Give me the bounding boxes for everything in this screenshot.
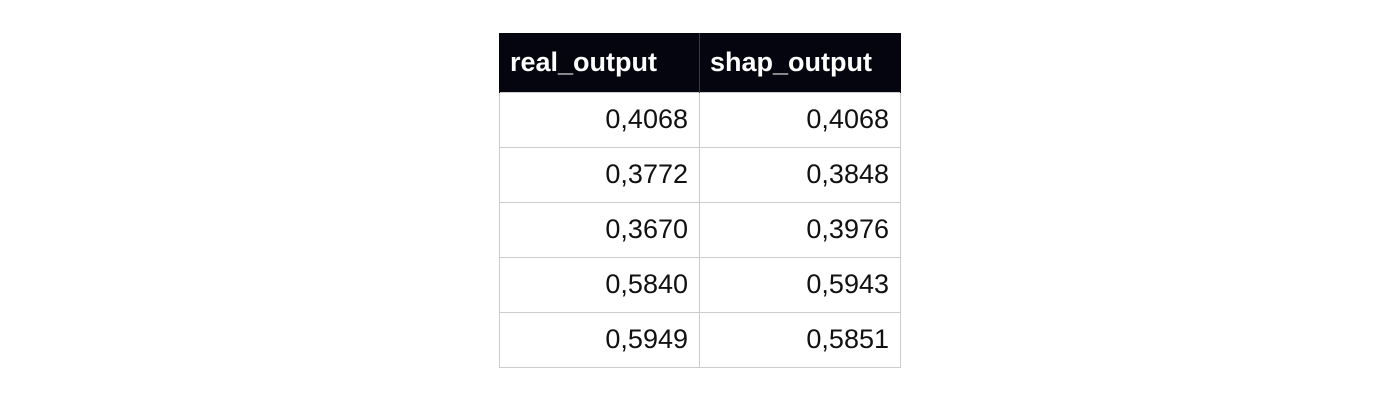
cell-real-output: 0,4068 xyxy=(500,92,700,147)
data-table: real_output shap_output 0,4068 0,4068 0,… xyxy=(499,33,901,368)
header-row: real_output shap_output xyxy=(500,33,901,92)
column-header-shap-output: shap_output xyxy=(700,33,901,92)
table-row: 0,5840 0,5943 xyxy=(500,257,901,312)
table-row: 0,3772 0,3848 xyxy=(500,147,901,202)
cell-real-output: 0,5840 xyxy=(500,257,700,312)
column-header-real-output: real_output xyxy=(500,33,700,92)
table-row: 0,4068 0,4068 xyxy=(500,92,901,147)
cell-shap-output: 0,4068 xyxy=(700,92,901,147)
cell-real-output: 0,5949 xyxy=(500,312,700,367)
cell-real-output: 0,3670 xyxy=(500,202,700,257)
table-row: 0,5949 0,5851 xyxy=(500,312,901,367)
cell-shap-output: 0,3976 xyxy=(700,202,901,257)
cell-real-output: 0,3772 xyxy=(500,147,700,202)
cell-shap-output: 0,3848 xyxy=(700,147,901,202)
table-body: 0,4068 0,4068 0,3772 0,3848 0,3670 0,397… xyxy=(500,92,901,367)
cell-shap-output: 0,5851 xyxy=(700,312,901,367)
table-row: 0,3670 0,3976 xyxy=(500,202,901,257)
cell-shap-output: 0,5943 xyxy=(700,257,901,312)
table-header: real_output shap_output xyxy=(500,33,901,92)
